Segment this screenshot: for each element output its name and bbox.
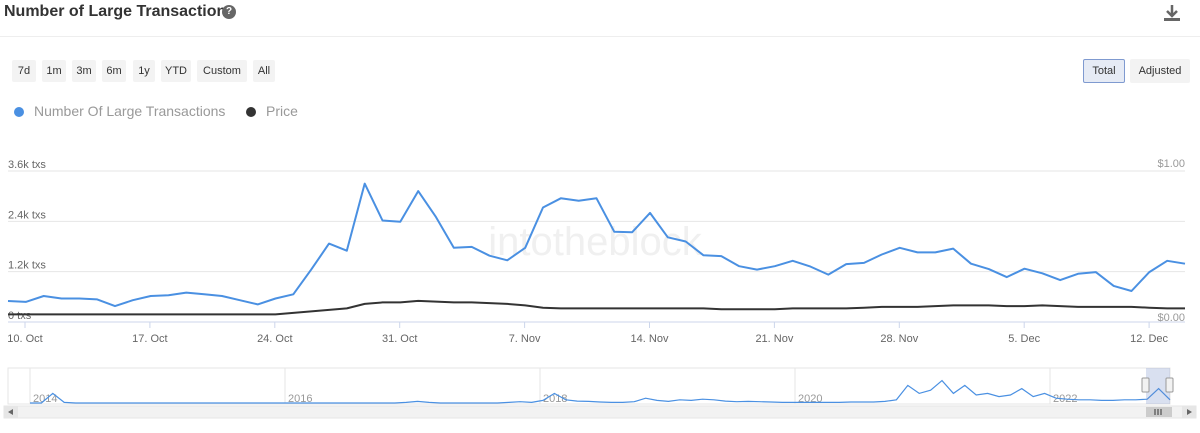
price-series-line <box>8 299 1185 316</box>
scroll-right-arrow-icon <box>1187 409 1192 415</box>
x-axis-tick-label: 17. Oct <box>132 333 167 345</box>
range-button-1m[interactable]: 1m <box>42 60 66 82</box>
x-axis-tick-label: 21. Nov <box>755 333 793 345</box>
legend-dot-transactions <box>14 107 24 117</box>
question-circle-icon[interactable]: ? <box>222 5 236 19</box>
range-button-ytd[interactable]: YTD <box>161 60 191 82</box>
y-right-tick-label: $0.00 <box>1157 312 1185 324</box>
x-axis-tick-label: 31. Oct <box>382 333 417 345</box>
scrollbar-track[interactable] <box>3 405 1197 419</box>
navigator-frame <box>7 367 1171 405</box>
x-axis-tick-label: 10. Oct <box>7 333 42 345</box>
x-axis-tick-label: 7. Nov <box>509 333 541 345</box>
download-icon[interactable] <box>1162 3 1182 23</box>
range-button-6m[interactable]: 6m <box>102 60 126 82</box>
mode-button-total[interactable]: Total <box>1083 59 1125 83</box>
range-button-all[interactable]: All <box>253 60 275 82</box>
range-button-7d[interactable]: 7d <box>12 60 36 82</box>
navigator-handle-left[interactable] <box>1141 377 1150 393</box>
y-right-tick-label: $1.00 <box>1157 158 1185 170</box>
chart-title: Number of Large Transactions <box>4 3 236 20</box>
range-button-1y[interactable]: 1y <box>133 60 155 82</box>
y-left-tick-label: 1.2k txs <box>8 260 46 272</box>
x-axis-tick-label: 24. Oct <box>257 333 292 345</box>
watermark-text: intotheblock <box>488 220 702 264</box>
range-button-custom[interactable]: Custom <box>197 60 247 82</box>
legend-label-price: Price <box>266 103 298 119</box>
navigator-handle-right[interactable] <box>1165 377 1174 393</box>
x-axis-tick-label: 14. Nov <box>631 333 669 345</box>
y-left-tick-label: 0 txs <box>8 310 32 322</box>
x-axis-tick-label: 28. Nov <box>880 333 918 345</box>
navigator-year-label: 2016 <box>288 393 312 405</box>
scrollbar-thumb[interactable] <box>1146 407 1172 417</box>
navigator-year-label: 2020 <box>798 393 822 405</box>
legend-dot-price <box>246 107 256 117</box>
legend-label-transactions: Number Of Large Transactions <box>34 103 226 119</box>
y-left-tick-label: 3.6k txs <box>8 159 46 171</box>
transactions-series-line <box>7 182 1186 308</box>
range-button-3m[interactable]: 3m <box>72 60 96 82</box>
scroll-left-arrow-icon <box>8 409 13 415</box>
x-axis-tick-label: 12. Dec <box>1130 333 1168 345</box>
mode-button-adjusted[interactable]: Adjusted <box>1130 59 1190 83</box>
chart-header: Number of Large Transactions ? <box>0 0 1200 37</box>
navigator-series-line <box>30 379 1171 404</box>
y-left-tick-label: 2.4k txs <box>8 209 46 221</box>
x-axis-tick-label: 5. Dec <box>1008 333 1040 345</box>
scrollbar-grip-icon <box>1154 409 1162 415</box>
